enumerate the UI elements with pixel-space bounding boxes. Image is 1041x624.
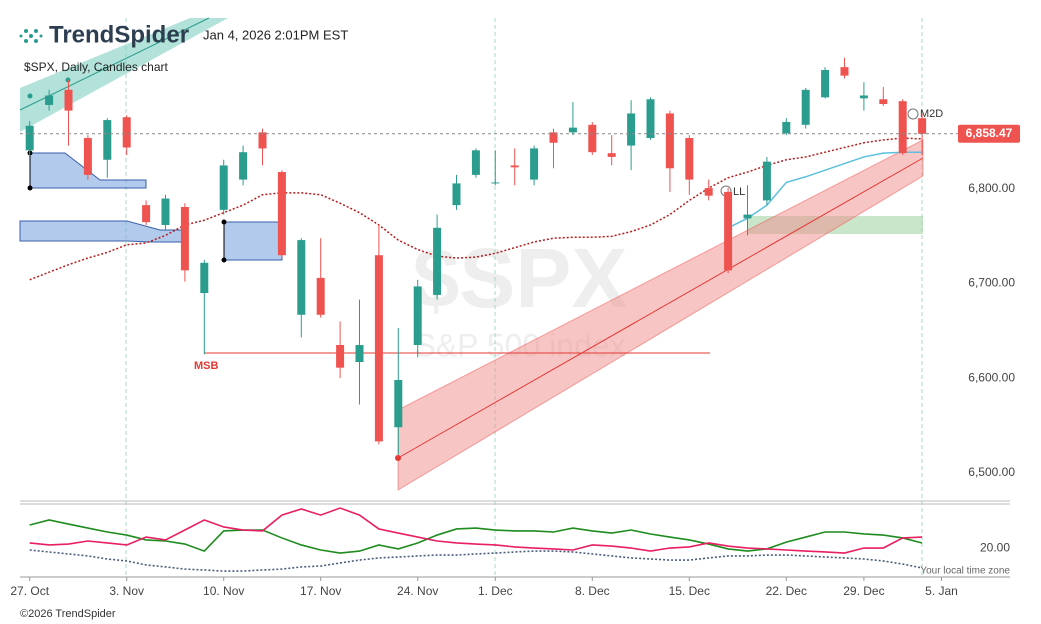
- annotation: MSB: [194, 360, 219, 372]
- candle-body: [83, 138, 92, 175]
- logo-icon: [19, 29, 43, 43]
- x-tick-label: 29. Dec: [843, 584, 884, 598]
- line-series: [727, 151, 923, 229]
- x-tick-label: 1. Dec: [478, 584, 513, 598]
- y-tick-label: 6,700.00: [968, 276, 1015, 290]
- candle-body: [665, 113, 674, 169]
- candle-body: [161, 198, 170, 225]
- candle-body: [277, 172, 286, 256]
- candle-body: [103, 120, 112, 160]
- candle-body: [316, 277, 325, 315]
- candle-body: [374, 255, 383, 442]
- candle-body: [45, 95, 54, 105]
- candle-body: [433, 227, 442, 295]
- candle-body: [646, 99, 655, 139]
- x-axis-note: Your local time zone: [920, 566, 1010, 577]
- candle-body: [122, 117, 131, 148]
- candle-body: [471, 150, 480, 175]
- candle-body: [239, 152, 248, 180]
- candle-body: [898, 101, 907, 154]
- x-tick-label: 5. Jan: [925, 584, 958, 598]
- candle-body: [607, 153, 616, 157]
- line-series: [29, 519, 923, 554]
- x-tick-label: 22. Dec: [766, 584, 807, 598]
- candle-body: [801, 89, 810, 125]
- candle-body: [782, 121, 791, 134]
- zone: [223, 221, 283, 261]
- candle-body: [413, 286, 422, 346]
- candle-body: [588, 124, 597, 153]
- x-tick-label: 8. Dec: [575, 584, 610, 598]
- zone-anchor: [221, 257, 227, 263]
- zone: [19, 220, 187, 243]
- candle-body: [258, 132, 267, 149]
- trend-channel-line: [19, 17, 210, 111]
- candle-body: [568, 127, 577, 133]
- candle-body: [394, 379, 403, 428]
- candle-body: [200, 262, 209, 294]
- regression-anchor: [395, 455, 401, 461]
- candle-body: [25, 125, 34, 151]
- annotation: M2D: [920, 108, 943, 120]
- candle-body: [859, 95, 868, 99]
- candle-body: [840, 67, 849, 76]
- line-series: [29, 549, 923, 572]
- y-tick-label: 6,600.00: [968, 370, 1015, 384]
- channel-anchor: [27, 93, 33, 99]
- candle-body: [297, 240, 306, 315]
- x-tick-label: 10. Nov: [203, 584, 244, 598]
- channel-anchor: [65, 77, 71, 83]
- candle-body: [510, 165, 519, 168]
- zone-anchor: [27, 185, 33, 191]
- candle-body: [704, 188, 713, 196]
- x-tick-label: 24. Nov: [397, 584, 438, 598]
- candle-body: [879, 99, 888, 105]
- candle-body: [491, 182, 500, 184]
- annotation-icon: [907, 108, 919, 120]
- candle-body: [743, 214, 752, 219]
- x-tick-label: 15. Dec: [669, 584, 710, 598]
- y-tick-label: 6,800.00: [968, 181, 1015, 195]
- annotation: LL: [733, 186, 745, 198]
- candle-body: [918, 118, 927, 134]
- candle-body: [64, 89, 73, 111]
- candle-body: [685, 138, 694, 180]
- candle-body: [219, 165, 228, 210]
- candle-body: [336, 345, 345, 368]
- x-tick-label: 27. Oct: [10, 584, 49, 598]
- timestamp: Jan 4, 2026 2:01PM EST: [203, 27, 348, 42]
- last-price-box: [958, 124, 1020, 143]
- candle-body: [452, 183, 461, 206]
- candle-body: [762, 161, 771, 201]
- x-tick-label: 17. Nov: [300, 584, 341, 598]
- logo: TrendSpider: [49, 21, 189, 48]
- candle-body: [724, 191, 733, 271]
- candle-body: [355, 345, 364, 363]
- chart-title: $SPX, Daily, Candles chart: [24, 60, 169, 74]
- regression-line: [397, 157, 924, 459]
- candle-body: [180, 207, 189, 271]
- footer: ©2026 TrendSpider: [20, 608, 116, 620]
- candle-body: [821, 69, 830, 98]
- candle-body: [549, 132, 558, 143]
- y-tick-label: 20.00: [980, 540, 1010, 554]
- candle-body: [627, 113, 636, 146]
- candle-body: [142, 205, 151, 223]
- last-price-label: 6,858.47: [966, 126, 1013, 140]
- candle-body: [530, 148, 539, 180]
- zone-anchor: [221, 219, 227, 225]
- x-tick-label: 3. Nov: [109, 584, 144, 598]
- y-tick-label: 6,500.00: [968, 465, 1015, 479]
- line-series: [29, 507, 923, 554]
